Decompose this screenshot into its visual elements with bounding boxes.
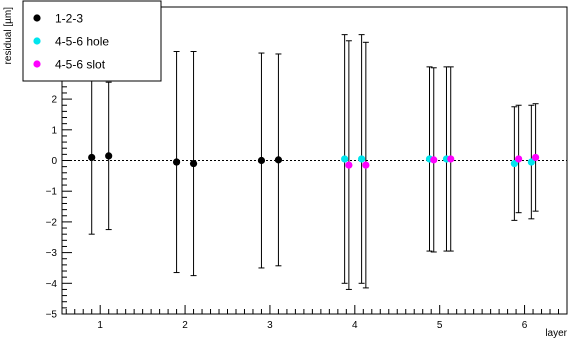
point-marker xyxy=(430,156,438,164)
data-point-series3-3 xyxy=(430,67,438,253)
x-tick-label: 6 xyxy=(522,320,528,331)
x-axis-title: layer xyxy=(545,328,567,339)
point-marker xyxy=(345,161,353,169)
legend-box xyxy=(22,0,162,82)
data-point-series1-6 xyxy=(274,53,283,267)
point-marker xyxy=(362,161,370,169)
legend-marker xyxy=(33,37,41,45)
point-marker xyxy=(88,153,96,162)
y-tick-label: 2 xyxy=(51,95,57,106)
y-tick-label: −5 xyxy=(46,310,58,321)
legend-item-3: 4-5-6 slot xyxy=(33,58,106,72)
y-tick-label: −2 xyxy=(46,217,58,228)
legend-label: 4-5-6 slot xyxy=(55,58,106,72)
data-point-series1-2 xyxy=(105,81,113,231)
data-point-series1-4 xyxy=(189,51,198,277)
legend-item-1: 1-2-3 xyxy=(33,12,83,26)
data-point-series2-6 xyxy=(527,104,535,220)
plot-layer xyxy=(62,34,567,290)
legend-marker xyxy=(33,60,41,68)
point-marker xyxy=(358,155,366,163)
legend: 1-2-3 4-5-6 hole 4-5-6 slot xyxy=(22,0,162,82)
data-point-series1-5 xyxy=(257,52,266,269)
y-tick-label: 0 xyxy=(51,156,57,167)
data-point-series3-6 xyxy=(531,103,540,212)
data-point-series2-1 xyxy=(341,34,349,284)
point-marker xyxy=(531,153,540,162)
x-tick-label: 4 xyxy=(352,320,358,331)
point-marker xyxy=(274,156,283,164)
legend-item-2: 4-5-6 hole xyxy=(33,35,109,49)
point-marker xyxy=(447,155,455,163)
data-point-series3-2 xyxy=(362,41,370,289)
point-marker xyxy=(189,159,198,168)
data-point-series3-1 xyxy=(345,40,353,290)
x-tick-label: 1 xyxy=(97,320,103,331)
point-marker xyxy=(527,158,535,166)
legend-marker xyxy=(33,14,41,22)
legend-label: 1-2-3 xyxy=(55,12,83,26)
y-tick-label: 1 xyxy=(51,125,57,136)
point-marker xyxy=(105,152,113,160)
x-tick-label: 5 xyxy=(437,320,443,331)
x-tick-label: 3 xyxy=(267,320,273,331)
data-point-series1-3 xyxy=(172,51,181,274)
y-tick-label: −3 xyxy=(46,248,58,259)
legend-label: 4-5-6 hole xyxy=(55,35,109,49)
point-marker xyxy=(341,155,349,163)
point-marker xyxy=(510,159,518,168)
y-tick-label: −1 xyxy=(46,187,58,198)
x-tick-label: 2 xyxy=(182,320,188,331)
data-point-series3-5 xyxy=(515,104,523,214)
data-point-series2-5 xyxy=(510,106,518,221)
data-point-series2-2 xyxy=(358,34,366,284)
point-marker xyxy=(515,155,523,163)
y-axis-title: residual [µm] xyxy=(3,7,14,65)
y-tick-label: −4 xyxy=(46,279,58,290)
data-point-series3-4 xyxy=(447,66,455,252)
point-marker xyxy=(172,158,181,166)
point-marker xyxy=(257,156,266,165)
